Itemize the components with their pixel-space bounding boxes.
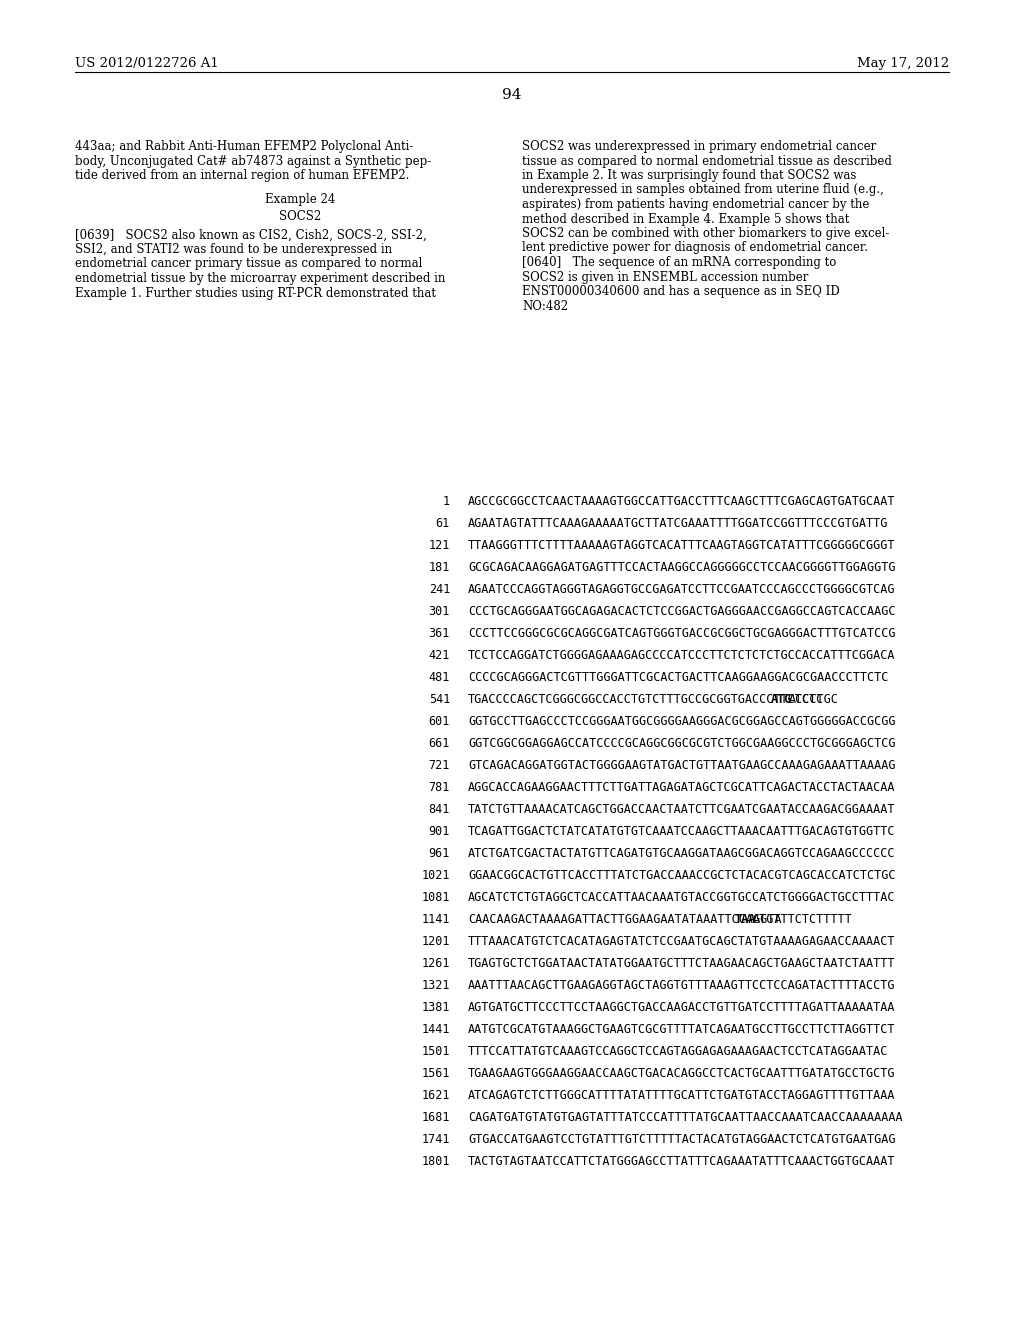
Text: method described in Example 4. Example 5 shows that: method described in Example 4. Example 5…: [522, 213, 849, 226]
Text: 601: 601: [429, 715, 450, 729]
Text: lent predictive power for diagnosis of endometrial cancer.: lent predictive power for diagnosis of e…: [522, 242, 868, 255]
Text: 1381: 1381: [422, 1001, 450, 1014]
Text: SOCS2 can be combined with other biomarkers to give excel-: SOCS2 can be combined with other biomark…: [522, 227, 890, 240]
Text: 841: 841: [429, 803, 450, 816]
Text: 1681: 1681: [422, 1111, 450, 1125]
Text: AAATTTAACAGCTTGAAGAGGTAGCTAGGTGTTTAAAGTTCCTCCAGATACTTTTACCTG: AAATTTAACAGCTTGAAGAGGTAGCTAGGTGTTTAAAGTT…: [468, 979, 896, 993]
Text: 241: 241: [429, 583, 450, 597]
Text: AGCATCTCTGTAGGCTCACCATTAACAAATGTACCGGTGCCATCTGGGGACTGCCTTTAC: AGCATCTCTGTAGGCTCACCATTAACAAATGTACCGGTGC…: [468, 891, 896, 904]
Text: 1321: 1321: [422, 979, 450, 993]
Text: 1741: 1741: [422, 1133, 450, 1146]
Text: 1801: 1801: [422, 1155, 450, 1168]
Text: AGGCACCAGAAGGAACTTTCTTGATTAGAGATAGCTCGCATTCAGACTACCTACTAACAA: AGGCACCAGAAGGAACTTTCTTGATTAGAGATAGCTCGCA…: [468, 781, 896, 795]
Text: 1201: 1201: [422, 935, 450, 948]
Text: TTTAAACATGTCTCACATAGAGTATCTCCGAATGCAGCTATGTAAAAGAGAACCAAAACT: TTTAAACATGTCTCACATAGAGTATCTCCGAATGCAGCTA…: [468, 935, 896, 948]
Text: GTGACCATGAAGTCCTGTATTTGTCTTTTTACTACATGTAGGAACTCTCATGTGAATGAG: GTGACCATGAAGTCCTGTATTTGTCTTTTTACTACATGTA…: [468, 1133, 896, 1146]
Text: US 2012/0122726 A1: US 2012/0122726 A1: [75, 57, 219, 70]
Text: ATG: ATG: [770, 693, 792, 706]
Text: CCCCGCAGGGACTCGTTTGGGATTCGCACTGACTTCAAGGAAGGACGCGAACCCTTCTC: CCCCGCAGGGACTCGTTTGGGATTCGCACTGACTTCAAGG…: [468, 671, 889, 684]
Text: SOCS2: SOCS2: [279, 210, 322, 223]
Text: 121: 121: [429, 539, 450, 552]
Text: TACTGTAGTAATCCATTCTATGGGAGCCTTATTTCAGAAATATTTCAAACTGGTGCAAAT: TACTGTAGTAATCCATTCTATGGGAGCCTTATTTCAGAAA…: [468, 1155, 896, 1168]
Text: 1021: 1021: [422, 869, 450, 882]
Text: AGCCGCGGCCTCAACTAAAAGTGGCCATTGACCTTTCAAGCTTTCGAGCAGTGATGCAAT: AGCCGCGGCCTCAACTAAAAGTGGCCATTGACCTTTCAAG…: [468, 495, 896, 508]
Text: 421: 421: [429, 649, 450, 663]
Text: ACCCTGC: ACCCTGC: [788, 693, 839, 706]
Text: AATGTCGCATGTAAAGGCTGAAGTCGCGTTTTATCAGAATGCCTTGCCTTCTTAGGTTCT: AATGTCGCATGTAAAGGCTGAAGTCGCGTTTTATCAGAAT…: [468, 1023, 896, 1036]
Text: 94: 94: [502, 88, 522, 102]
Text: 1501: 1501: [422, 1045, 450, 1059]
Text: CAGATGATGTATGTGAGTATTTATCCCATTTTATGCAATTAACCAAATCAACCAAAAAAAA: CAGATGATGTATGTGAGTATTTATCCCATTTTATGCAATT…: [468, 1111, 902, 1125]
Text: SOCS2 was underexpressed in primary endometrial cancer: SOCS2 was underexpressed in primary endo…: [522, 140, 877, 153]
Text: TGACCCCAGCTCGGGCGGCCACCTGTCTTTGCCGCGGTGACCCTTCTCTC: TGACCCCAGCTCGGGCGGCCACCTGTCTTTGCCGCGGTGA…: [468, 693, 824, 706]
Text: ATCTGATCGACTACTATGTTCAGATGTGCAAGGATAAGCGGACAGGTCCAGAAGCCCCCC: ATCTGATCGACTACTATGTTCAGATGTGCAAGGATAAGCG…: [468, 847, 896, 861]
Text: SOCS2 is given in ENSEMBL accession number: SOCS2 is given in ENSEMBL accession numb…: [522, 271, 808, 284]
Text: TAA: TAA: [734, 913, 756, 927]
Text: underexpressed in samples obtained from uterine fluid (e.g.,: underexpressed in samples obtained from …: [522, 183, 884, 197]
Text: TTTCCATTATGTCAAAGTCCAGGCTCCAGTAGGAGAGAAAGAACTCCTCATAGGAATAC: TTTCCATTATGTCAAAGTCCAGGCTCCAGTAGGAGAGAAA…: [468, 1045, 889, 1059]
Text: endometrial cancer primary tissue as compared to normal: endometrial cancer primary tissue as com…: [75, 257, 422, 271]
Text: 1141: 1141: [422, 913, 450, 927]
Text: body, Unconjugated Cat# ab74873 against a Synthetic pep-: body, Unconjugated Cat# ab74873 against …: [75, 154, 431, 168]
Text: CCCTTCCGGGCGCGCAGGCGATCAGTGGGTGACCGCGGCTGCGAGGGACTTTGTCATCCG: CCCTTCCGGGCGCGCAGGCGATCAGTGGGTGACCGCGGCT…: [468, 627, 896, 640]
Text: 661: 661: [429, 737, 450, 750]
Text: 721: 721: [429, 759, 450, 772]
Text: TGAGTGCTCTGGATAACTATATGGAATGCTTTCTAAGAACAGCTGAAGCTAATCTAATTT: TGAGTGCTCTGGATAACTATATGGAATGCTTTCTAAGAAC…: [468, 957, 896, 970]
Text: 781: 781: [429, 781, 450, 795]
Text: 1: 1: [442, 495, 450, 508]
Text: CAACAAGACTAAAAGATTACTTGGAAGAATATAAATTCCAGGTA: CAACAAGACTAAAAGATTACTTGGAAGAATATAAATTCCA…: [468, 913, 781, 927]
Text: AGAATCCCAGGTAGGGTAGAGGTGCCGAGATCCTTCCGAATCCCAGCCCTGGGGCGTCAG: AGAATCCCAGGTAGGGTAGAGGTGCCGAGATCCTTCCGAA…: [468, 583, 896, 597]
Text: TTAAGGGTTTCTTTTAAAAAGTAGGTCACATTTCAAGTAGGTCATATTTCGGGGGCGGGT: TTAAGGGTTTCTTTTAAAAAGTAGGTCACATTTCAAGTAG…: [468, 539, 896, 552]
Text: 301: 301: [429, 605, 450, 618]
Text: GGTCGGCGGAGGAGCCATCCCCGCAGGCGGCGCGTCTGGCGAAGGCCCTGCGGGAGCTCG: GGTCGGCGGAGGAGCCATCCCCGCAGGCGGCGCGTCTGGC…: [468, 737, 896, 750]
Text: SSI2, and STATI2 was found to be underexpressed in: SSI2, and STATI2 was found to be underex…: [75, 243, 392, 256]
Text: 541: 541: [429, 693, 450, 706]
Text: TCAGATTGGACTCTATCATATGTGTCAAATCCAAGCTTAAACAATTTGACAGTGTGGTTC: TCAGATTGGACTCTATCATATGTGTCAAATCCAAGCTTAA…: [468, 825, 896, 838]
Text: Example 1. Further studies using RT-PCR demonstrated that: Example 1. Further studies using RT-PCR …: [75, 286, 436, 300]
Text: ENST00000340600 and has a sequence as in SEQ ID: ENST00000340600 and has a sequence as in…: [522, 285, 840, 298]
Text: TATCTGTTAAAACATCAGCTGGACCAACTAATCTTCGAATCGAATACCAAGACGGAAAAT: TATCTGTTAAAACATCAGCTGGACCAACTAATCTTCGAAT…: [468, 803, 896, 816]
Text: GTCAGACAGGATGGTACTGGGGAAGTATGACTGTTAATGAAGCCAAAGAGAAATTAAAAG: GTCAGACAGGATGGTACTGGGGAAGTATGACTGTTAATGA…: [468, 759, 896, 772]
Text: 961: 961: [429, 847, 450, 861]
Text: tissue as compared to normal endometrial tissue as described: tissue as compared to normal endometrial…: [522, 154, 892, 168]
Text: in Example 2. It was surprisingly found that SOCS2 was: in Example 2. It was surprisingly found …: [522, 169, 856, 182]
Text: 61: 61: [436, 517, 450, 531]
Text: May 17, 2012: May 17, 2012: [857, 57, 949, 70]
Text: TCCTCCAGGATCTGGGGAGAAAGAGCCCCATCCCTTCTCTCTCTGCCACCATTTCGGACA: TCCTCCAGGATCTGGGGAGAAAGAGCCCCATCCCTTCTCT…: [468, 649, 896, 663]
Text: TGAAGAAGTGGGAAGGAACCAAGCTGACACAGGCCTCACTGCAATTTGATATGCCTGCTG: TGAAGAAGTGGGAAGGAACCAAGCTGACACAGGCCTCACT…: [468, 1067, 896, 1080]
Text: 1261: 1261: [422, 957, 450, 970]
Text: 481: 481: [429, 671, 450, 684]
Text: AGAATAGTATTTCAAAGAAAAATGCTTATCGAAATTTTGGATCCGGTTTCCCGTGATTG: AGAATAGTATTTCAAAGAAAAATGCTTATCGAAATTTTGG…: [468, 517, 889, 531]
Text: 901: 901: [429, 825, 450, 838]
Text: NO:482: NO:482: [522, 300, 568, 313]
Text: 1081: 1081: [422, 891, 450, 904]
Text: [0639]   SOCS2 also known as CIS2, Cish2, SOCS-2, SSI-2,: [0639] SOCS2 also known as CIS2, Cish2, …: [75, 228, 427, 242]
Text: endometrial tissue by the microarray experiment described in: endometrial tissue by the microarray exp…: [75, 272, 445, 285]
Text: ATCAGAGTCTCTTGGGCATTTTATATTTTGCATTCTGATGTACCTAGGAGTTTTGTTAAA: ATCAGAGTCTCTTGGGCATTTTATATTTTGCATTCTGATG…: [468, 1089, 896, 1102]
Text: ATGTTTCTCTTTTT: ATGTTTCTCTTTTT: [753, 913, 852, 927]
Text: GGTGCCTTGAGCCCTCCGGGAATGGCGGGGAAGGGACGCGGAGCCAGTGGGGGACCGCGG: GGTGCCTTGAGCCCTCCGGGAATGGCGGGGAAGGGACGCG…: [468, 715, 896, 729]
Text: GGAACGGCACTGTTCACCTTTATCTGACCAAACCGCTCTACACGTCAGCACCATCTCTGC: GGAACGGCACTGTTCACCTTTATCTGACCAAACCGCTCTA…: [468, 869, 896, 882]
Text: GCGCAGACAAGGAGATGAGTTTCCACTAAGGCCAGGGGGCCTCCAACGGGGTTGGAGGTG: GCGCAGACAAGGAGATGAGTTTCCACTAAGGCCAGGGGGC…: [468, 561, 896, 574]
Text: [0640]   The sequence of an mRNA corresponding to: [0640] The sequence of an mRNA correspon…: [522, 256, 837, 269]
Text: AGTGATGCTTCCCTTCCTAAGGCTGACCAAGACCTGTTGATCCTTTTAGATTAAAAATAA: AGTGATGCTTCCCTTCCTAAGGCTGACCAAGACCTGTTGA…: [468, 1001, 896, 1014]
Text: 1621: 1621: [422, 1089, 450, 1102]
Text: 1561: 1561: [422, 1067, 450, 1080]
Text: aspirates) from patients having endometrial cancer by the: aspirates) from patients having endometr…: [522, 198, 869, 211]
Text: tide derived from an internal region of human EFEMP2.: tide derived from an internal region of …: [75, 169, 410, 182]
Text: CCCTGCAGGGAATGGCAGAGACACTCTCCGGACTGAGGGAACCGAGGCCAGTCACCAAGC: CCCTGCAGGGAATGGCAGAGACACTCTCCGGACTGAGGGA…: [468, 605, 896, 618]
Text: 443aa; and Rabbit Anti-Human EFEMP2 Polyclonal Anti-: 443aa; and Rabbit Anti-Human EFEMP2 Poly…: [75, 140, 414, 153]
Text: 1441: 1441: [422, 1023, 450, 1036]
Text: 181: 181: [429, 561, 450, 574]
Text: 361: 361: [429, 627, 450, 640]
Text: Example 24: Example 24: [265, 194, 335, 206]
